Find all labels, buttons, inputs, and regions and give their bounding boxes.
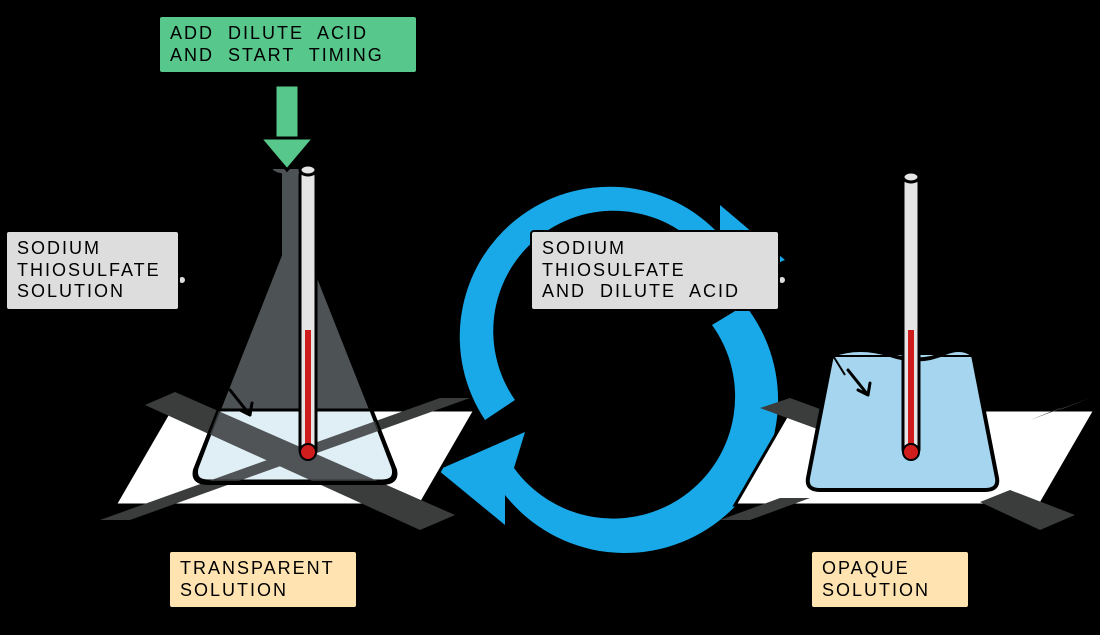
transparent-label: TRANSPARENT SOLUTION — [168, 550, 358, 609]
right-setup — [720, 172, 1095, 530]
left-thermometer — [300, 165, 316, 460]
add-acid-label: ADD DILUTE ACID AND START TIMING — [158, 15, 418, 74]
pointer-left — [178, 276, 225, 300]
opaque-label: OPAQUE SOLUTION — [810, 550, 970, 609]
green-arrow — [260, 85, 314, 170]
pointer-right — [778, 276, 845, 375]
left-setup — [100, 165, 475, 530]
right-thermometer — [903, 172, 919, 460]
diagram-svg — [0, 0, 1100, 635]
left-grey-label: SODIUM THIOSULFATE SOLUTION — [5, 230, 180, 311]
right-grey-label: SODIUM THIOSULFATE AND DILUTE ACID — [530, 230, 780, 311]
